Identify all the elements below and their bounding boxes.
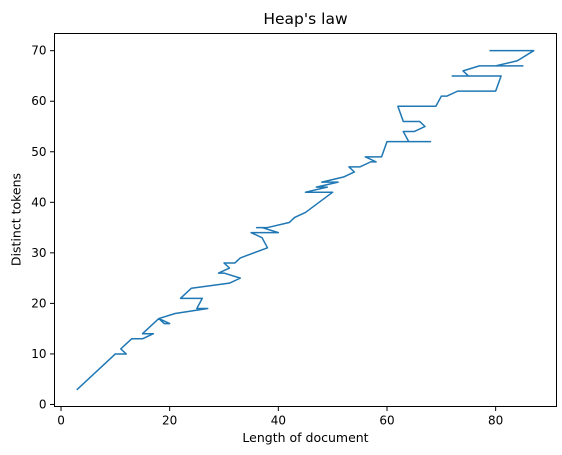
y-tick-label: 70 <box>31 44 46 58</box>
x-tick-label: 80 <box>488 414 503 428</box>
x-tick-label: 0 <box>57 414 65 428</box>
y-tick-label: 20 <box>31 296 46 310</box>
axes-frame <box>54 33 557 407</box>
x-tick-label: 40 <box>271 414 286 428</box>
x-tick-label: 60 <box>379 414 394 428</box>
y-tick-label: 0 <box>39 397 47 411</box>
plot-area <box>76 49 535 391</box>
y-tick-label: 30 <box>31 246 46 260</box>
x-axis: 0 20 40 60 80 <box>57 406 503 428</box>
y-tick-label: 50 <box>31 145 46 159</box>
x-axis-label: Length of document <box>242 430 368 445</box>
y-tick-label: 40 <box>31 195 46 209</box>
y-axis: 0 10 20 30 40 50 60 70 <box>31 44 55 411</box>
x-tick-label: 20 <box>162 414 177 428</box>
y-axis-label: Distinct tokens <box>9 173 24 266</box>
y-tick-label: 10 <box>31 347 46 361</box>
series-line <box>76 49 535 391</box>
y-tick-label: 60 <box>31 94 46 108</box>
chart-title: Heap's law <box>263 10 348 28</box>
